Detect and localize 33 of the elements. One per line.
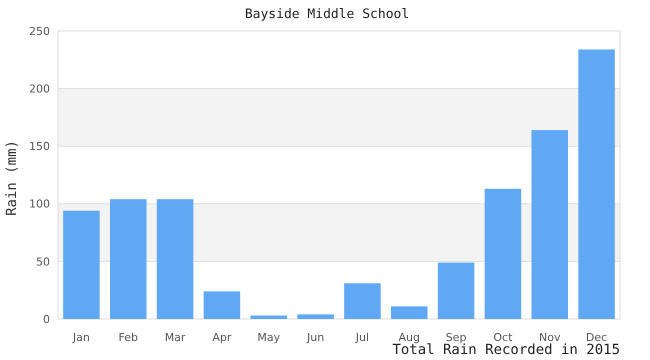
bar: [390, 306, 428, 319]
x-tick-label: Apr: [212, 330, 232, 344]
bar: [250, 316, 288, 319]
bar: [531, 130, 568, 319]
bar: [156, 199, 194, 319]
x-tick-label: Jan: [72, 330, 90, 344]
x-tick-label: Jul: [354, 330, 370, 344]
x-tick-label: Sep: [446, 330, 466, 344]
bar: [484, 188, 522, 319]
x-tick-label: Jun: [306, 330, 324, 344]
y-tick-label: 50: [36, 255, 50, 268]
bar: [204, 291, 240, 319]
y-tick-label: 150: [29, 140, 50, 154]
x-tick-label: Nov: [539, 330, 561, 344]
bar: [63, 210, 100, 319]
y-tick-label: 200: [29, 82, 50, 96]
x-tick-label: Dec: [586, 330, 608, 344]
x-tick-label: Aug: [398, 330, 420, 344]
x-tick-label: May: [257, 330, 281, 344]
chart-title: Bayside Middle School: [244, 7, 410, 22]
bar: [344, 283, 381, 319]
y-tick-label: 0: [43, 312, 50, 326]
bar: [110, 199, 147, 319]
y-tick-label: 250: [29, 24, 50, 38]
bar: [578, 49, 615, 319]
y-tick-label: 100: [29, 198, 50, 211]
x-tick-label: Oct: [493, 330, 514, 344]
x-tick-label: Mar: [164, 330, 186, 344]
x-tick-label: Feb: [118, 330, 138, 344]
bar: [438, 262, 474, 319]
x-axis-title: Total Rain Recorded in 2015: [392, 342, 620, 358]
y-axis-title: Rain (mm): [4, 140, 20, 216]
bar: [297, 314, 334, 319]
